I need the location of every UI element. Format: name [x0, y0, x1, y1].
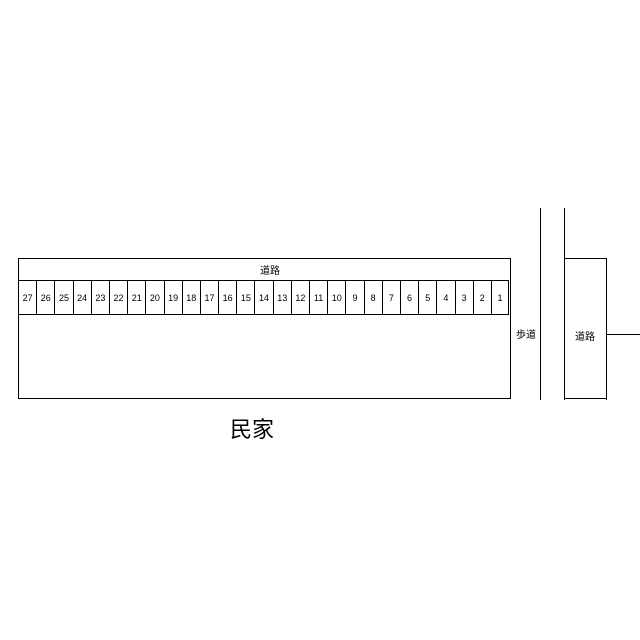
parking-slot: 23: [91, 280, 109, 315]
parking-slot: 1: [491, 280, 509, 315]
parking-slot: 12: [291, 280, 309, 315]
road-hline-bottom-right: [564, 398, 606, 399]
road-right-label: 道路: [575, 328, 595, 343]
parking-slot: 18: [182, 280, 200, 315]
walkway-label: 歩道: [516, 326, 536, 341]
boundary-bottom: [18, 398, 510, 399]
parking-slot: 6: [400, 280, 418, 315]
parking-slot: 2: [473, 280, 491, 315]
road-hline-top-right: [564, 258, 606, 259]
parking-slot: 8: [364, 280, 382, 315]
parking-slot: 5: [418, 280, 436, 315]
parking-layout-diagram: 2726252423222120191817161514131211109876…: [0, 0, 640, 640]
parking-slot: 7: [382, 280, 400, 315]
parking-slot: 22: [109, 280, 127, 315]
road-top-label: 道路: [260, 262, 280, 277]
parking-slot: 27: [18, 280, 36, 315]
parking-slot: 21: [127, 280, 145, 315]
road-vline-3: [606, 258, 607, 400]
boundary-right: [510, 258, 511, 399]
parking-slot: 4: [436, 280, 454, 315]
parking-slot: 24: [73, 280, 91, 315]
parking-slot: 11: [309, 280, 327, 315]
house-label: 民家: [230, 412, 274, 444]
road-hline-far-right: [606, 334, 640, 335]
parking-slot: 19: [164, 280, 182, 315]
parking-slot: 3: [455, 280, 473, 315]
parking-slot: 26: [36, 280, 54, 315]
parking-slot: 16: [218, 280, 236, 315]
parking-slot: 20: [145, 280, 163, 315]
parking-slot: 25: [54, 280, 72, 315]
parking-slot-row: 2726252423222120191817161514131211109876…: [18, 280, 509, 315]
parking-slot: 17: [200, 280, 218, 315]
parking-slot: 9: [345, 280, 363, 315]
parking-slot: 15: [236, 280, 254, 315]
road-vline-1: [540, 208, 541, 400]
road-vline-2: [564, 208, 565, 400]
boundary-top: [18, 258, 510, 259]
parking-slot: 13: [273, 280, 291, 315]
parking-slot: 10: [327, 280, 345, 315]
parking-slot: 14: [254, 280, 272, 315]
